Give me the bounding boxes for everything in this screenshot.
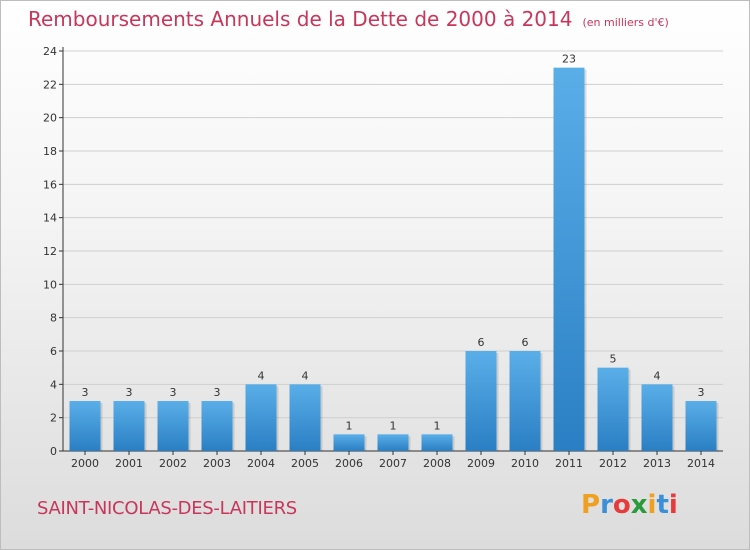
- y-tick-label: 14: [43, 212, 57, 225]
- bar: [421, 434, 453, 451]
- data-label: 5: [610, 353, 617, 366]
- data-label: 4: [654, 369, 661, 382]
- bar: [201, 401, 233, 451]
- data-label: 1: [346, 419, 353, 432]
- x-tick-label: 2004: [247, 457, 275, 470]
- logo-letter: x: [630, 490, 648, 520]
- logo-letter: P: [581, 490, 601, 520]
- chart-title: Remboursements Annuels de la Dette de 20…: [28, 7, 669, 31]
- y-tick-label: 2: [50, 412, 57, 425]
- y-tick-label: 18: [43, 145, 57, 158]
- x-tick-label: 2007: [379, 457, 407, 470]
- bar: [333, 434, 365, 451]
- bar: [641, 384, 673, 451]
- data-label: 3: [214, 386, 221, 399]
- logo-letter: i: [668, 490, 678, 520]
- y-tick-label: 10: [43, 278, 57, 291]
- data-label: 6: [522, 336, 529, 349]
- x-tick-label: 2014: [687, 457, 715, 470]
- bar: [245, 384, 277, 451]
- commune-name: SAINT-NICOLAS-DES-LAITIERS: [37, 498, 297, 519]
- bar: [553, 67, 585, 452]
- x-tick-label: 2003: [203, 457, 231, 470]
- y-tick-label: 4: [50, 378, 57, 391]
- bar: [113, 401, 145, 451]
- bar: [509, 351, 541, 451]
- y-tick-label: 20: [43, 112, 57, 125]
- data-label: 4: [258, 369, 265, 382]
- x-tick-label: 2008: [423, 457, 451, 470]
- bar: [289, 384, 321, 451]
- data-label: 1: [434, 419, 441, 432]
- x-tick-label: 2006: [335, 457, 363, 470]
- y-tick-label: 8: [50, 312, 57, 325]
- x-tick-label: 2012: [599, 457, 627, 470]
- y-tick-label: 12: [43, 245, 57, 258]
- proxiti-logo: Proxiti: [581, 490, 678, 520]
- bar: [597, 367, 629, 451]
- y-tick-label: 0: [50, 445, 57, 458]
- y-tick-label: 16: [43, 178, 57, 191]
- logo-letter: i: [647, 490, 657, 520]
- logo-letter: r: [600, 490, 613, 520]
- x-tick-label: 2013: [643, 457, 671, 470]
- x-tick-label: 2002: [159, 457, 187, 470]
- data-label: 6: [478, 336, 485, 349]
- y-tick-label: 24: [43, 45, 57, 58]
- x-tick-label: 2000: [71, 457, 99, 470]
- bar: [465, 351, 497, 451]
- x-tick-label: 2005: [291, 457, 319, 470]
- logo-letter: t: [656, 490, 669, 520]
- data-label: 3: [698, 386, 705, 399]
- x-tick-label: 2011: [555, 457, 583, 470]
- data-label: 23: [562, 53, 576, 66]
- bar: [69, 401, 101, 451]
- chart-title-text: Remboursements Annuels de la Dette de 20…: [28, 7, 573, 31]
- chart-unit: (en milliers d'€): [582, 16, 669, 29]
- y-tick-label: 22: [43, 78, 57, 91]
- data-label: 1: [390, 419, 397, 432]
- bar: [157, 401, 189, 451]
- logo-letter: o: [612, 490, 631, 520]
- x-tick-label: 2010: [511, 457, 539, 470]
- y-tick-label: 6: [50, 345, 57, 358]
- data-label: 3: [170, 386, 177, 399]
- data-label: 4: [302, 369, 309, 382]
- data-label: 3: [126, 386, 133, 399]
- data-label: 3: [82, 386, 89, 399]
- x-tick-label: 2009: [467, 457, 495, 470]
- bar: [685, 401, 717, 451]
- bar: [377, 434, 409, 451]
- x-tick-label: 2001: [115, 457, 143, 470]
